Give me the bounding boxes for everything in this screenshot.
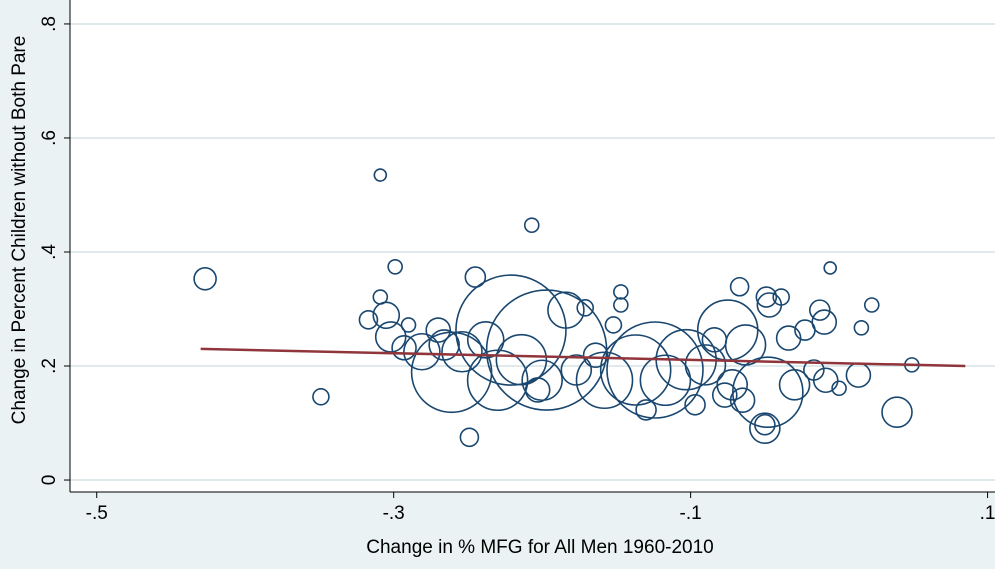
fit-line	[200, 347, 966, 368]
bubble	[521, 359, 563, 402]
bubble	[459, 427, 480, 448]
bubble	[863, 297, 880, 313]
bubble	[604, 316, 623, 334]
x-tick-label: -.3	[383, 503, 405, 524]
bubble	[808, 299, 831, 321]
bubble	[778, 369, 811, 401]
bubble	[576, 299, 595, 317]
bubble	[441, 330, 483, 373]
bubble	[547, 291, 585, 329]
bubble	[312, 387, 330, 406]
y-tick-label: 0	[39, 475, 60, 486]
bubble	[400, 317, 417, 333]
bubble	[684, 393, 706, 416]
bubble	[684, 344, 727, 386]
x-tick-label: -.5	[86, 503, 108, 524]
y-tick-label: .2	[39, 358, 60, 374]
y-tick-label: .6	[39, 130, 60, 146]
bubble	[582, 342, 609, 368]
y-tick-label: .8	[39, 16, 60, 32]
bubble	[881, 396, 913, 428]
bubble	[853, 320, 870, 336]
x-tick-label: .1	[980, 503, 995, 524]
bubble	[410, 331, 493, 414]
bubble	[495, 333, 548, 386]
bubble	[391, 334, 417, 361]
bubble	[812, 367, 839, 394]
bubble	[711, 382, 738, 408]
bubble	[373, 168, 388, 182]
bubble	[523, 217, 540, 233]
bubble	[193, 266, 217, 291]
bubble	[466, 320, 505, 359]
bubble	[749, 412, 781, 444]
bubble	[425, 317, 452, 343]
bubble	[732, 356, 804, 429]
bubble	[606, 321, 704, 419]
bubble	[729, 387, 756, 414]
bubble	[613, 297, 629, 313]
bubble	[372, 301, 401, 330]
bubble	[754, 413, 776, 436]
bubble	[403, 332, 441, 371]
bubble	[772, 288, 790, 306]
bubble	[831, 380, 847, 397]
bubble	[387, 259, 403, 275]
x-tick-label: -.1	[680, 503, 702, 524]
plot-area	[70, 0, 995, 492]
bubble	[639, 354, 692, 407]
bubble	[823, 261, 837, 275]
bubble	[775, 325, 802, 351]
bubble	[455, 274, 567, 386]
bubble	[635, 399, 657, 421]
bubble	[358, 310, 379, 330]
x-axis-title: Change in % MFG for All Men 1960-2010	[366, 537, 713, 558]
y-axis-title: Change in Percent Children without Both …	[9, 36, 30, 425]
bubble	[755, 286, 778, 308]
bubble	[575, 351, 634, 410]
bubble	[599, 334, 672, 406]
bubble	[464, 266, 487, 288]
y-tick-label: .4	[39, 244, 60, 260]
bubble	[613, 284, 629, 300]
bubble	[524, 377, 551, 403]
bubble	[729, 276, 750, 297]
bubble	[811, 309, 838, 335]
